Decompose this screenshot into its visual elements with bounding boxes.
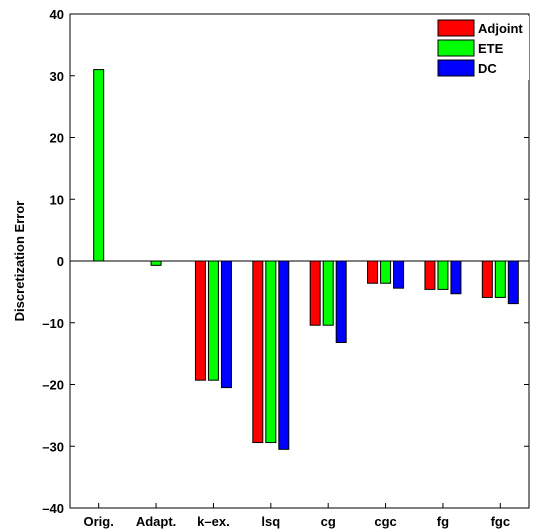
x-tick-label: cg	[321, 514, 336, 529]
bar-ete-0	[93, 69, 105, 262]
bars	[93, 69, 519, 450]
y-tick-label: 30	[50, 69, 64, 84]
legend-swatch-ete	[437, 39, 475, 57]
y-tick-label: 40	[50, 7, 64, 22]
legend-label-adjoint: Adjoint	[478, 21, 523, 36]
x-tick-label: lsq	[261, 514, 280, 529]
y-tick-label: –40	[42, 501, 64, 516]
y-tick-label: 20	[50, 131, 64, 146]
y-tick-label: –20	[42, 378, 64, 393]
legend-label-ete: ETE	[478, 41, 504, 56]
y-axis-title: Discretization Error	[12, 201, 27, 322]
bar-adjoint-5	[367, 260, 379, 284]
bar-ete-6	[437, 260, 449, 290]
x-tick-label: cgc	[374, 514, 396, 529]
legend: Adjoint ETE DC	[434, 16, 529, 80]
bar-ete-3	[265, 260, 277, 444]
bar-adjoint-3	[252, 260, 264, 444]
bar-dc-6	[450, 260, 462, 295]
bar-dc-7	[507, 260, 519, 305]
bar-ete-5	[380, 260, 392, 284]
bar-ete-1	[150, 260, 162, 266]
x-tick-label: Adapt.	[136, 514, 176, 529]
bar-adjoint-7	[481, 260, 493, 298]
legend-label-dc: DC	[478, 61, 497, 76]
y-tick-label: 10	[50, 192, 64, 207]
bar-dc-5	[393, 260, 405, 289]
x-tick-label: fg	[437, 514, 449, 529]
bar-dc-3	[278, 260, 290, 450]
bar-dc-4	[335, 260, 347, 344]
x-tick-label: k–ex.	[197, 514, 230, 529]
x-axis-labels: Orig. Adapt. k–ex. lsq cg cgc fg fgc	[84, 503, 511, 529]
x-tick-label: fgc	[491, 514, 511, 529]
y-axis-ticks: –40 –30 –20 –10 0 10 20 30 40	[42, 7, 529, 516]
legend-swatch-adjoint	[437, 19, 475, 37]
bar-adjoint-6	[424, 260, 436, 290]
bar-adjoint-4	[309, 260, 321, 326]
bar-dc-2	[220, 260, 232, 389]
bar-ete-4	[322, 260, 334, 326]
bar-adjoint-2	[194, 260, 206, 381]
bar-ete-7	[494, 260, 506, 298]
y-tick-label: –30	[42, 439, 64, 454]
legend-swatch-dc	[437, 59, 475, 77]
y-tick-label: 0	[57, 254, 64, 269]
bar-ete-2	[207, 260, 219, 381]
y-tick-label: –10	[42, 316, 64, 331]
x-tick-label: Orig.	[84, 514, 114, 529]
